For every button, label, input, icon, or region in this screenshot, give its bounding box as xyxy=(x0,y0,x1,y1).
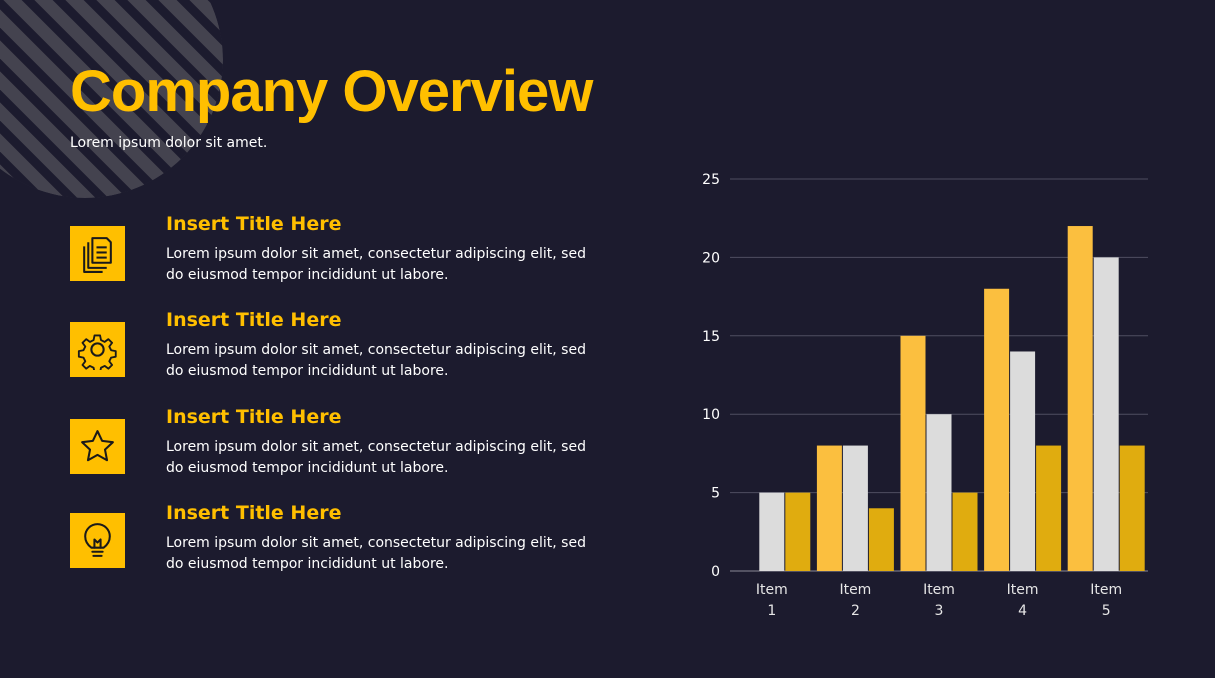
bar xyxy=(1067,226,1093,572)
feature-title: Insert Title Here xyxy=(166,502,342,524)
x-tick-label: Item 4 xyxy=(1007,582,1039,619)
y-tick-label: 10 xyxy=(702,407,720,423)
page-subtitle: Lorem ipsum dolor sit amet. xyxy=(70,135,268,151)
feature-title: Insert Title Here xyxy=(166,309,342,331)
bar xyxy=(1036,445,1062,571)
bar xyxy=(785,492,811,571)
x-tick-label: Item 5 xyxy=(1090,582,1122,619)
feature-title: Insert Title Here xyxy=(166,406,342,428)
feature-text: Lorem ipsum dolor sit amet, consectetur … xyxy=(166,342,586,379)
bar xyxy=(842,445,868,571)
star-icon xyxy=(70,419,125,474)
bar xyxy=(1093,257,1119,571)
y-tick-label: 0 xyxy=(711,564,720,580)
bar xyxy=(1010,351,1036,571)
page-title: Company Overview xyxy=(70,59,593,124)
y-tick-label: 25 xyxy=(702,172,720,188)
y-tick-label: 5 xyxy=(711,486,720,502)
bar xyxy=(926,414,952,571)
feature-text: Lorem ipsum dolor sit amet, consectetur … xyxy=(166,439,586,476)
bar xyxy=(952,492,978,571)
feature-item: Insert Title Here Lorem ipsum dolor sit … xyxy=(70,309,590,389)
y-tick-label: 20 xyxy=(702,250,720,266)
x-tick-label: Item 2 xyxy=(839,582,871,619)
feature-text: Lorem ipsum dolor sit amet, consectetur … xyxy=(166,246,586,283)
bar xyxy=(900,335,926,571)
background-decoration xyxy=(0,0,223,198)
feature-text: Lorem ipsum dolor sit amet, consectetur … xyxy=(166,535,586,572)
gear-icon xyxy=(70,322,125,377)
documents-icon xyxy=(70,226,125,281)
x-tick-label: Item 1 xyxy=(756,582,788,619)
bar xyxy=(984,288,1010,571)
bar xyxy=(868,508,894,571)
bar xyxy=(759,492,785,571)
bar xyxy=(816,445,842,571)
feature-item: Insert Title Here Lorem ipsum dolor sit … xyxy=(70,406,590,486)
y-tick-label: 15 xyxy=(702,329,720,345)
feature-title: Insert Title Here xyxy=(166,213,342,235)
x-tick-label: Item 3 xyxy=(923,582,955,619)
feature-item: Insert Title Here Lorem ipsum dolor sit … xyxy=(70,213,590,293)
feature-item: Insert Title Here Lorem ipsum dolor sit … xyxy=(70,502,590,582)
bar xyxy=(1119,445,1145,571)
lightbulb-icon xyxy=(70,513,125,568)
